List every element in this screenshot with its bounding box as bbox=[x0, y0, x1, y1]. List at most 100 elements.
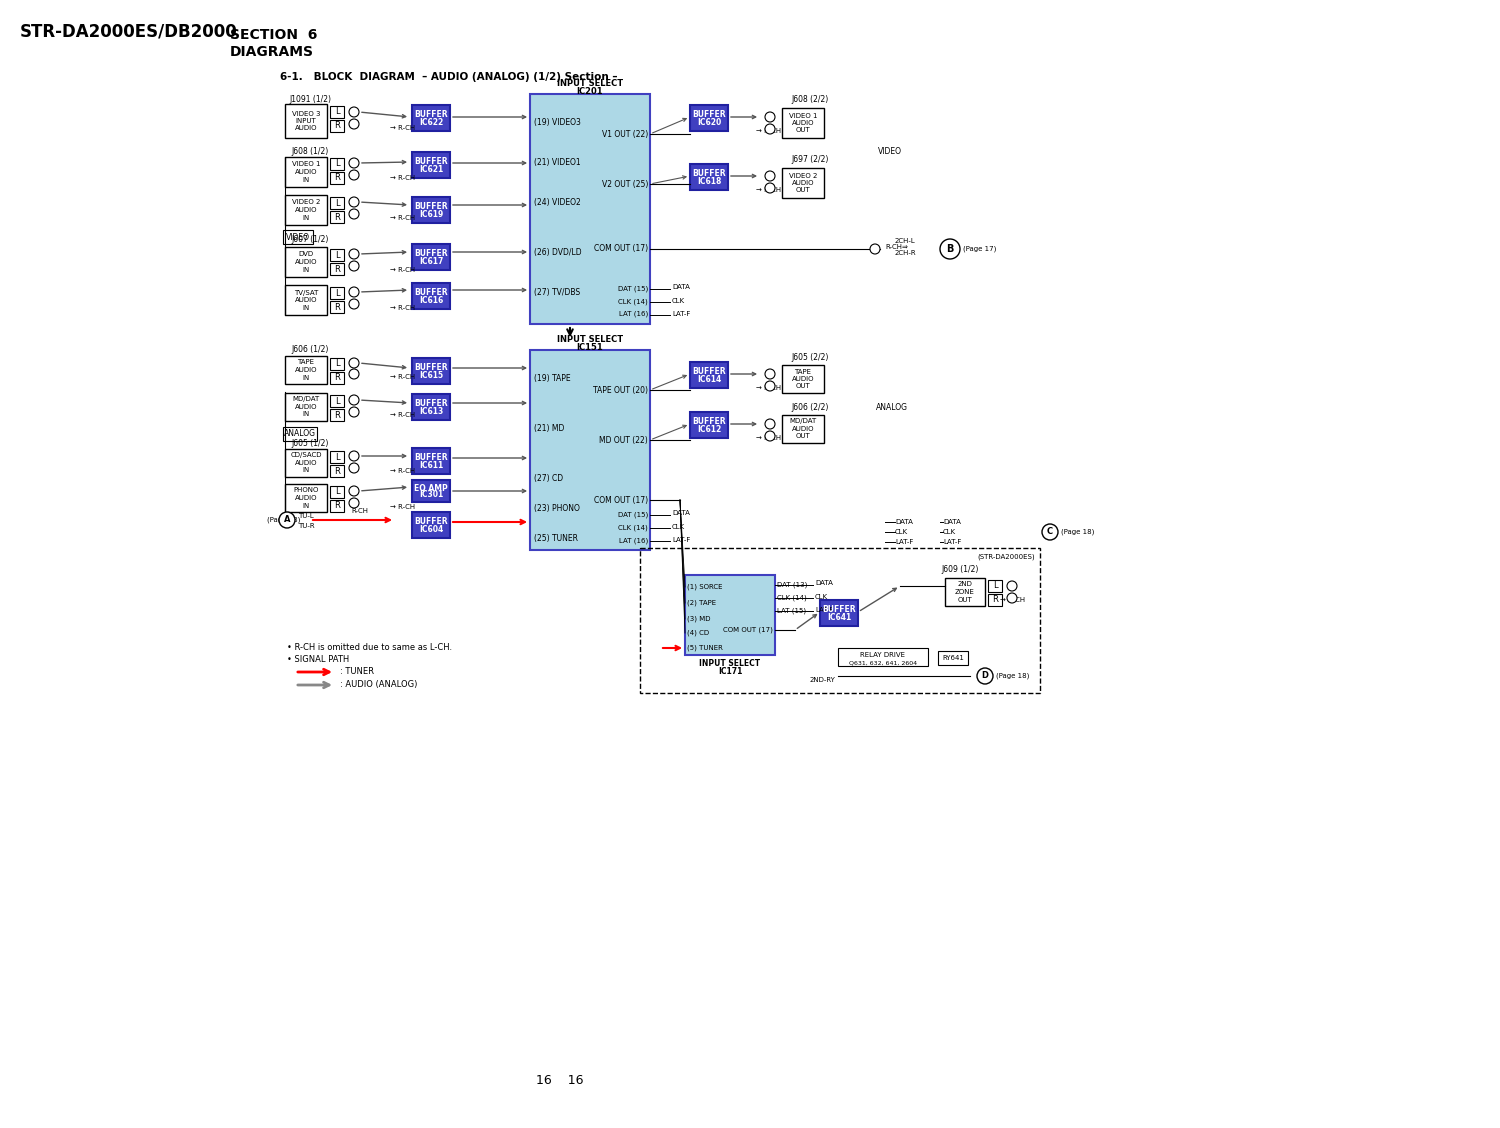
Bar bbox=[530, 94, 650, 324]
Bar bbox=[413, 394, 450, 420]
Text: TAPE OUT (20): TAPE OUT (20) bbox=[592, 386, 648, 395]
Text: L: L bbox=[334, 199, 339, 208]
Text: (5) TUNER: (5) TUNER bbox=[687, 645, 723, 651]
Text: VIDEO 2
AUDIO
IN: VIDEO 2 AUDIO IN bbox=[292, 200, 320, 220]
Text: C: C bbox=[1047, 528, 1053, 537]
Text: LAT-F: LAT-F bbox=[672, 311, 690, 317]
Text: V2 OUT (25): V2 OUT (25) bbox=[602, 179, 648, 188]
Text: TU-L: TU-L bbox=[298, 513, 314, 519]
Text: LAT (16): LAT (16) bbox=[618, 310, 648, 317]
Text: LAT (15): LAT (15) bbox=[777, 608, 806, 615]
Circle shape bbox=[350, 299, 358, 309]
Text: LAT-F: LAT-F bbox=[672, 537, 690, 543]
Text: BUFFER: BUFFER bbox=[692, 169, 726, 178]
Text: → R-CH: → R-CH bbox=[756, 187, 782, 193]
Text: IC615: IC615 bbox=[419, 371, 442, 380]
Text: R-CH: R-CH bbox=[351, 508, 369, 514]
Bar bbox=[330, 287, 344, 299]
Text: INPUT SELECT: INPUT SELECT bbox=[556, 79, 622, 88]
Text: COM OUT (17): COM OUT (17) bbox=[723, 627, 772, 633]
Circle shape bbox=[1007, 593, 1017, 603]
Text: 2CH-L: 2CH-L bbox=[896, 238, 915, 244]
Text: R: R bbox=[334, 373, 340, 382]
Text: (21) VIDEO1: (21) VIDEO1 bbox=[534, 158, 580, 167]
Bar bbox=[330, 500, 344, 512]
Text: J609 (1/2): J609 (1/2) bbox=[942, 565, 978, 574]
Text: BUFFER: BUFFER bbox=[414, 202, 448, 211]
Text: IC622: IC622 bbox=[419, 118, 442, 127]
Circle shape bbox=[350, 369, 358, 379]
Bar bbox=[285, 157, 327, 187]
Text: DIAGRAMS: DIAGRAMS bbox=[230, 45, 314, 59]
Text: (Page 17): (Page 17) bbox=[963, 246, 996, 253]
Text: DAT (15): DAT (15) bbox=[618, 512, 648, 518]
Circle shape bbox=[870, 244, 880, 254]
Circle shape bbox=[350, 497, 358, 508]
Text: DATA: DATA bbox=[815, 580, 833, 587]
Text: BUFFER: BUFFER bbox=[822, 606, 856, 615]
Bar bbox=[285, 195, 327, 224]
Text: LAT-F: LAT-F bbox=[896, 539, 914, 545]
Bar bbox=[330, 395, 344, 407]
Text: (4) CD: (4) CD bbox=[687, 629, 709, 636]
Text: → R-CH: → R-CH bbox=[390, 504, 416, 510]
Text: IC617: IC617 bbox=[419, 257, 442, 266]
Text: CD/SACD
AUDIO
IN: CD/SACD AUDIO IN bbox=[291, 452, 321, 474]
Text: IC613: IC613 bbox=[419, 407, 442, 416]
Circle shape bbox=[350, 462, 358, 473]
Text: VIDEO 1
AUDIO
OUT: VIDEO 1 AUDIO OUT bbox=[789, 113, 818, 133]
Text: BUFFER: BUFFER bbox=[414, 249, 448, 258]
Text: DATA: DATA bbox=[944, 519, 962, 525]
Bar bbox=[330, 263, 344, 275]
Text: (Page 18): (Page 18) bbox=[1060, 529, 1095, 536]
Bar bbox=[413, 481, 450, 502]
Bar bbox=[413, 448, 450, 474]
Text: (19) TAPE: (19) TAPE bbox=[534, 373, 570, 382]
Circle shape bbox=[765, 369, 776, 379]
Bar bbox=[413, 197, 450, 223]
Text: J1091 (1/2): J1091 (1/2) bbox=[290, 96, 332, 105]
Bar bbox=[330, 171, 344, 184]
Bar bbox=[285, 484, 327, 512]
Text: R: R bbox=[334, 122, 340, 131]
Bar bbox=[330, 106, 344, 118]
Circle shape bbox=[350, 407, 358, 417]
Text: 2CH-R: 2CH-R bbox=[896, 250, 916, 256]
Circle shape bbox=[976, 668, 993, 684]
Circle shape bbox=[1007, 581, 1017, 591]
Text: EQ AMP: EQ AMP bbox=[414, 484, 448, 493]
Text: BUFFER: BUFFER bbox=[692, 417, 726, 426]
Bar bbox=[413, 512, 450, 538]
Bar bbox=[839, 647, 928, 666]
Text: IC619: IC619 bbox=[419, 210, 442, 219]
Text: CLK: CLK bbox=[944, 529, 956, 535]
Text: A: A bbox=[284, 515, 291, 525]
Text: DATA: DATA bbox=[672, 510, 690, 515]
Text: VIDEO 2
AUDIO
OUT: VIDEO 2 AUDIO OUT bbox=[789, 173, 818, 194]
Bar bbox=[938, 651, 968, 666]
Bar bbox=[330, 465, 344, 477]
Text: (1) SORCE: (1) SORCE bbox=[687, 584, 723, 590]
Circle shape bbox=[1042, 525, 1058, 540]
Bar bbox=[690, 362, 728, 388]
Text: ANALOG: ANALOG bbox=[876, 403, 908, 412]
Text: BUFFER: BUFFER bbox=[414, 518, 448, 527]
Text: R: R bbox=[992, 596, 998, 605]
Text: L: L bbox=[334, 397, 339, 405]
Text: MD/DAT
AUDIO
IN: MD/DAT AUDIO IN bbox=[292, 397, 320, 417]
Text: (2) TAPE: (2) TAPE bbox=[687, 600, 716, 606]
Text: PHONO
AUDIO
IN: PHONO AUDIO IN bbox=[294, 487, 318, 509]
Text: TAPE
AUDIO
IN: TAPE AUDIO IN bbox=[294, 360, 318, 380]
Circle shape bbox=[350, 118, 358, 129]
Circle shape bbox=[765, 431, 776, 441]
Text: → R-CH: → R-CH bbox=[756, 385, 782, 391]
Text: L: L bbox=[993, 582, 998, 590]
Text: L: L bbox=[334, 452, 339, 461]
Bar bbox=[821, 600, 858, 626]
Bar bbox=[330, 451, 344, 462]
Text: VIDEO 3
INPUT
AUDIO: VIDEO 3 INPUT AUDIO bbox=[291, 111, 321, 132]
Text: VIDEO 1
AUDIO
IN: VIDEO 1 AUDIO IN bbox=[291, 161, 321, 183]
Bar bbox=[330, 372, 344, 384]
Text: L: L bbox=[334, 159, 339, 168]
Bar bbox=[988, 594, 1002, 606]
